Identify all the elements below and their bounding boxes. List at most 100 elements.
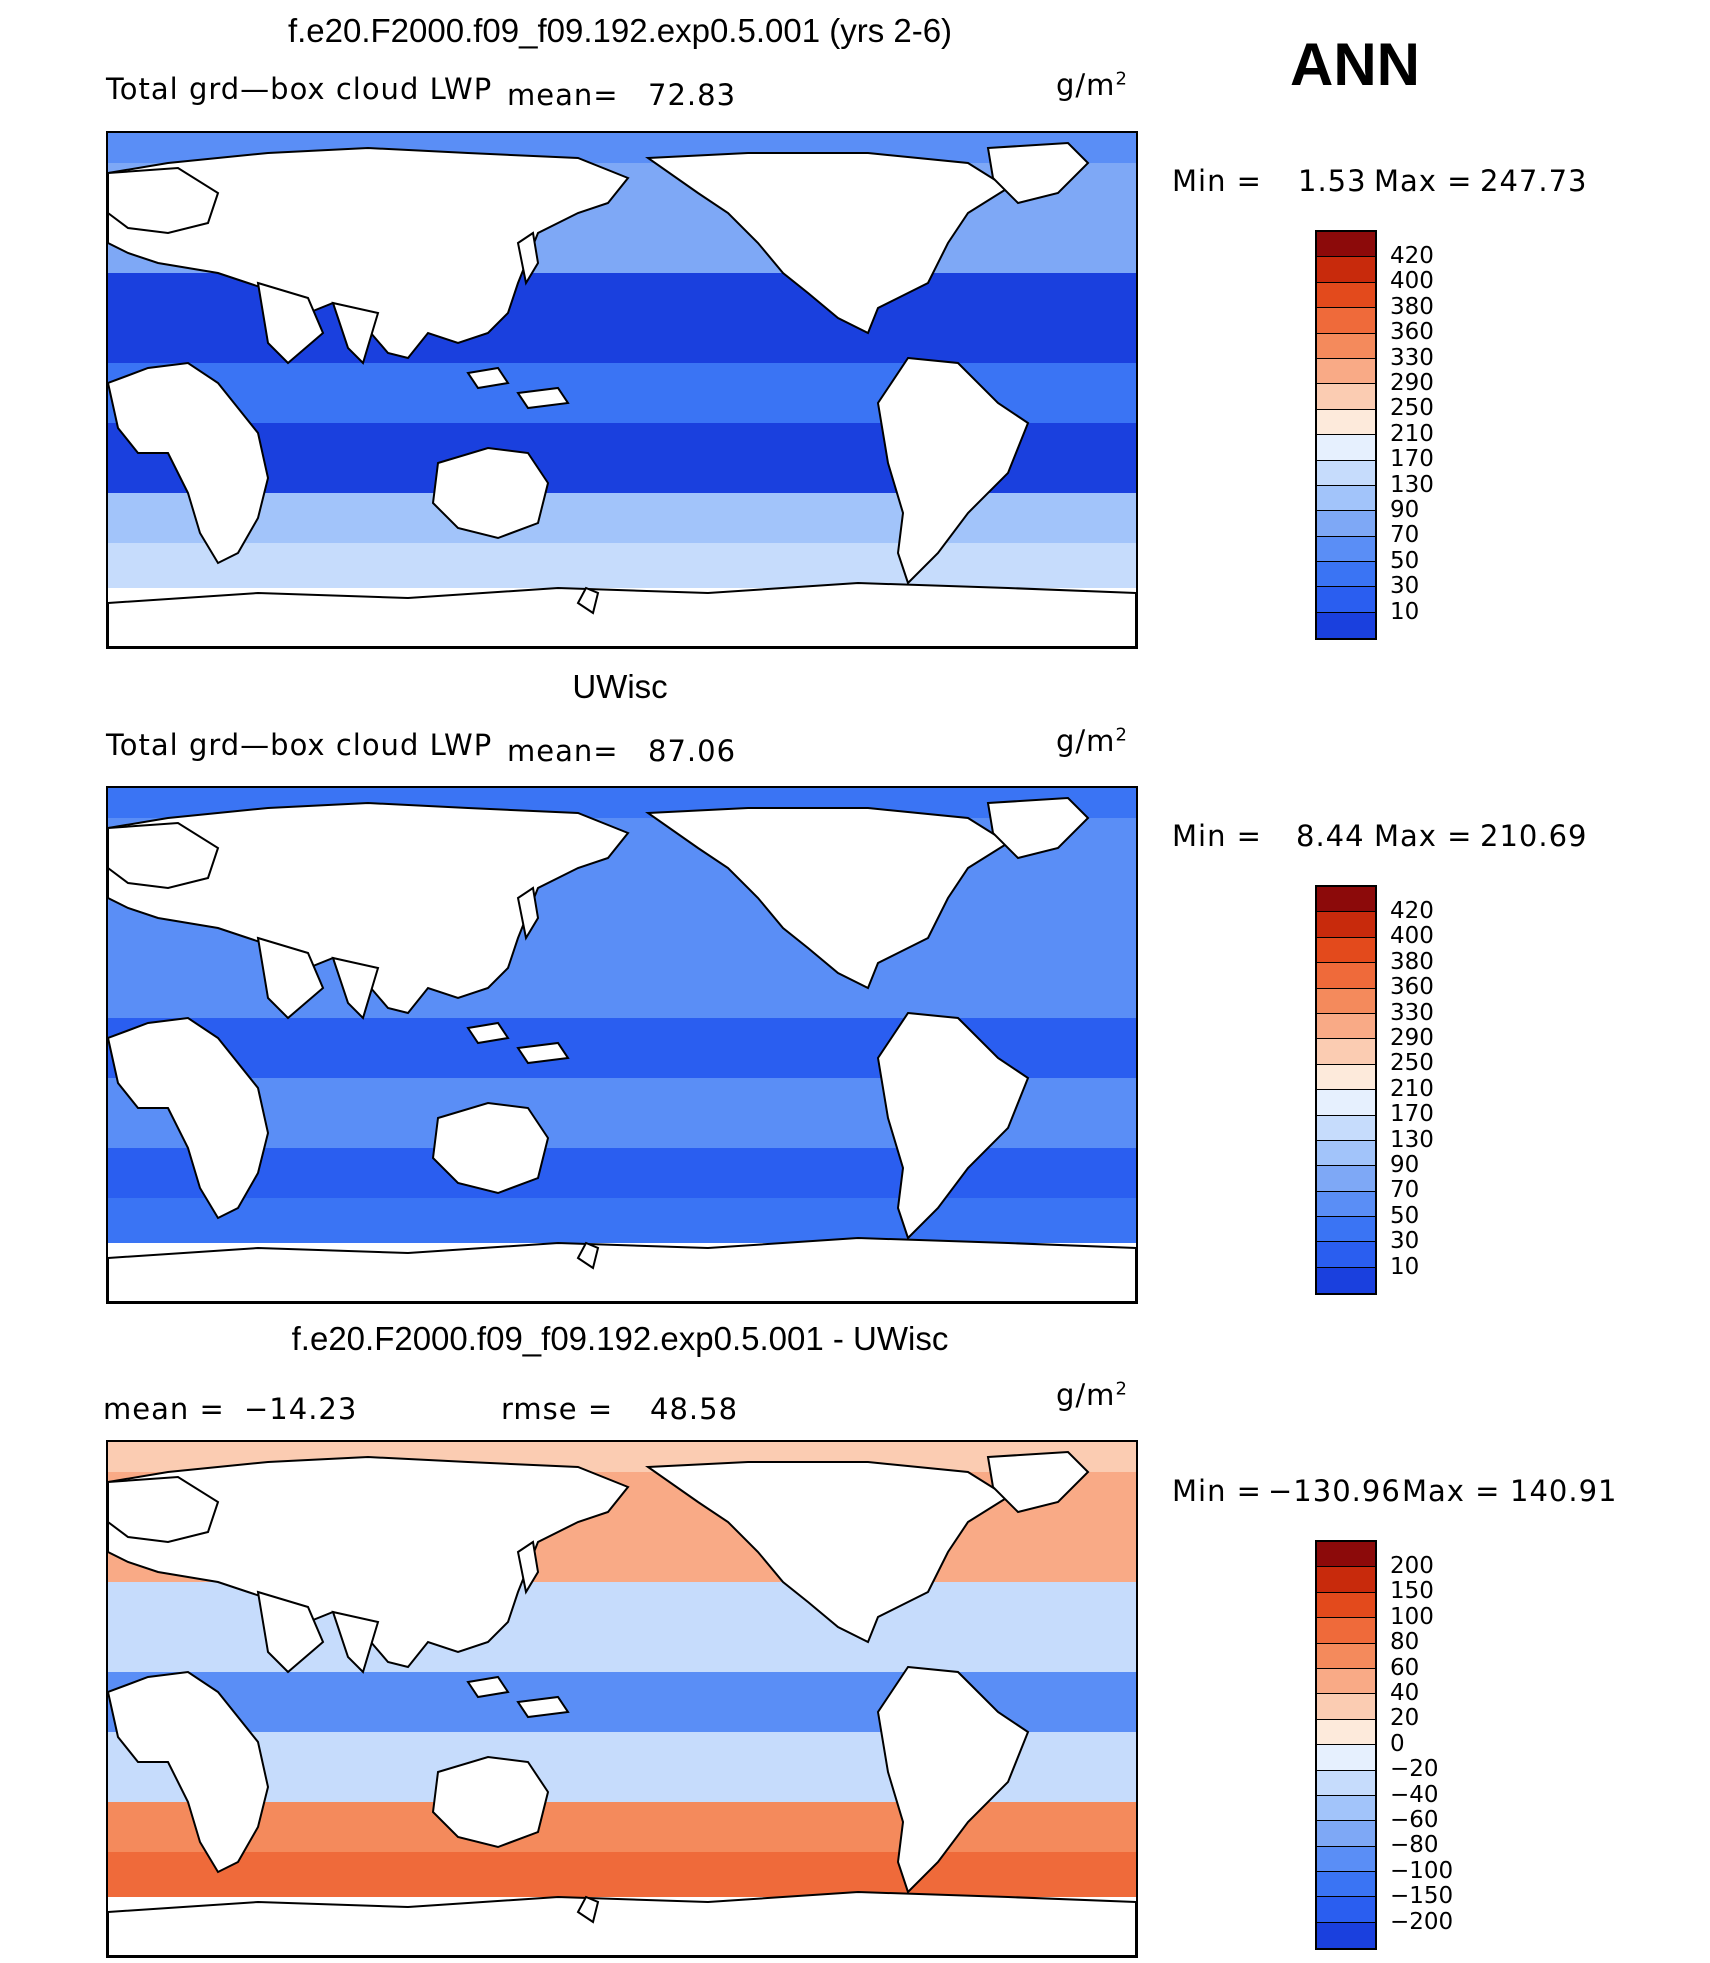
- panel2-mean-value: 87.06: [648, 734, 737, 768]
- panel1-unit: g/m2: [1056, 68, 1128, 102]
- colorbar-swatch: [1317, 1166, 1375, 1192]
- south-america-land: [876, 356, 1030, 585]
- maritime-islands-land: [466, 1021, 600, 1270]
- colorbar-tick-label: 130: [1390, 1126, 1434, 1153]
- colorbar-tick-label: 10: [1390, 598, 1420, 625]
- colorbar-tick-label: 70: [1390, 1177, 1420, 1204]
- colorbar-tick-label: 330: [1390, 344, 1434, 371]
- colorbar-tick-label: 90: [1390, 1152, 1420, 1178]
- colorbar-swatch: [1317, 1770, 1375, 1796]
- panel3-mean-label: mean =: [103, 1392, 225, 1426]
- panel2-map-svg: [108, 788, 1136, 1302]
- panel1-min-value: 1.53: [1298, 164, 1367, 198]
- colorbar-swatch: [1317, 1039, 1375, 1065]
- colorbar-tick-label: 90: [1390, 497, 1420, 523]
- colorbar-tick-label: 400: [1390, 923, 1434, 950]
- colorbar-tick-label: −150: [1390, 1883, 1454, 1910]
- north-america-land: [645, 807, 1010, 990]
- colorbar-tick-label: −40: [1390, 1781, 1439, 1808]
- colorbar-swatch: [1317, 1719, 1375, 1746]
- colorbar-swatch: [1317, 1064, 1375, 1091]
- north-america-land: [645, 152, 1010, 335]
- colorbar-tick-label: 50: [1390, 1202, 1420, 1229]
- colorbar-tick-label: −100: [1390, 1857, 1454, 1884]
- africa-land: [108, 1670, 270, 1874]
- australia-land: [431, 1755, 550, 1849]
- colorbar-tick-label: 50: [1390, 547, 1420, 574]
- australia-land: [431, 1101, 550, 1195]
- panel1-title: f.e20.F2000.f09_f09.192.exp0.5.001 (yrs …: [287, 12, 953, 49]
- arabia-india-land: [256, 1590, 380, 1674]
- colorbar-swatch: [1317, 232, 1375, 258]
- colorbar-tick-label: 30: [1390, 573, 1420, 600]
- japan-land: [516, 1540, 540, 1595]
- colorbar-swatch: [1317, 1217, 1375, 1243]
- colorbar-swatch: [1317, 384, 1375, 410]
- africa-land: [108, 1016, 270, 1220]
- colorbar-swatch: [1317, 1090, 1375, 1116]
- colorbar-tick-label: 170: [1390, 1101, 1434, 1128]
- eurasia-land: [108, 801, 630, 1015]
- panel2-var-label: Total grd—box cloud LWP: [106, 728, 493, 762]
- eurasia-land: [108, 146, 630, 360]
- south-america-land: [876, 1665, 1030, 1894]
- colorbar-tick-label: 40: [1390, 1680, 1420, 1706]
- panel2-unit: g/m2: [1056, 724, 1128, 758]
- colorbar-tick-label: 210: [1390, 1075, 1434, 1102]
- colorbar-swatch: [1317, 282, 1375, 309]
- colorbar-swatch: [1317, 1267, 1375, 1294]
- colorbar-tick-label: 420: [1390, 243, 1434, 269]
- panel2-max-value: 210.69: [1480, 819, 1588, 853]
- japan-land: [516, 886, 540, 941]
- panel2-colorbar: [1315, 885, 1377, 1296]
- colorbar-swatch: [1317, 612, 1375, 639]
- contour-band: [108, 1852, 1136, 1897]
- colorbar-tick-label: 420: [1390, 898, 1434, 924]
- japan-land: [516, 231, 540, 286]
- colorbar-swatch: [1317, 1140, 1375, 1167]
- colorbar-swatch: [1317, 308, 1375, 334]
- colorbar-tick-label: 0: [1390, 1730, 1405, 1757]
- colorbar-tick-label: 60: [1390, 1654, 1420, 1681]
- panel2-min-label: Min =: [1172, 819, 1262, 853]
- europe-land: [108, 166, 220, 235]
- colorbar-swatch: [1317, 1821, 1375, 1847]
- colorbar-swatch: [1317, 887, 1375, 913]
- panel3-max-value: 140.91: [1510, 1474, 1618, 1508]
- colorbar-tick-label: 30: [1390, 1228, 1420, 1255]
- colorbar-swatch: [1317, 1897, 1375, 1923]
- colorbar-tick-label: 400: [1390, 268, 1434, 295]
- colorbar-swatch: [1317, 333, 1375, 359]
- colorbar-tick-label: 290: [1390, 1025, 1434, 1051]
- europe-land: [108, 1475, 220, 1544]
- colorbar-swatch: [1317, 1542, 1375, 1568]
- colorbar-tick-label: 200: [1390, 1553, 1434, 1579]
- greenland-land: [986, 141, 1090, 205]
- colorbar-swatch: [1317, 1618, 1375, 1644]
- colorbar-swatch: [1317, 963, 1375, 989]
- colorbar-tick-label: 210: [1390, 420, 1434, 447]
- south-america-land: [876, 1011, 1030, 1240]
- panel1-var-label: Total grd—box cloud LWP: [106, 72, 493, 106]
- colorbar-swatch: [1317, 460, 1375, 486]
- colorbar-tick-label: 20: [1390, 1705, 1420, 1732]
- colorbar-swatch: [1317, 562, 1375, 588]
- panel1-max-value: 247.73: [1480, 164, 1588, 198]
- colorbar-tick-label: 170: [1390, 446, 1434, 473]
- panel2-min-value: 8.44: [1296, 819, 1365, 853]
- colorbar-swatch: [1317, 1567, 1375, 1593]
- colorbar-swatch: [1317, 988, 1375, 1014]
- colorbar-swatch: [1317, 937, 1375, 964]
- colorbar-swatch: [1317, 358, 1375, 385]
- africa-land: [108, 361, 270, 565]
- panel2-title: UWisc: [572, 668, 668, 705]
- colorbar-swatch: [1317, 587, 1375, 613]
- colorbar-swatch: [1317, 1922, 1375, 1949]
- europe-land: [108, 821, 220, 890]
- antarctica-land: [108, 1236, 1136, 1302]
- colorbar-tick-label: 130: [1390, 471, 1434, 498]
- panel3-mean-value: −14.23: [244, 1392, 358, 1426]
- colorbar-swatch: [1317, 1745, 1375, 1771]
- panel1-max-label: Max =: [1374, 164, 1473, 198]
- colorbar-swatch: [1317, 435, 1375, 461]
